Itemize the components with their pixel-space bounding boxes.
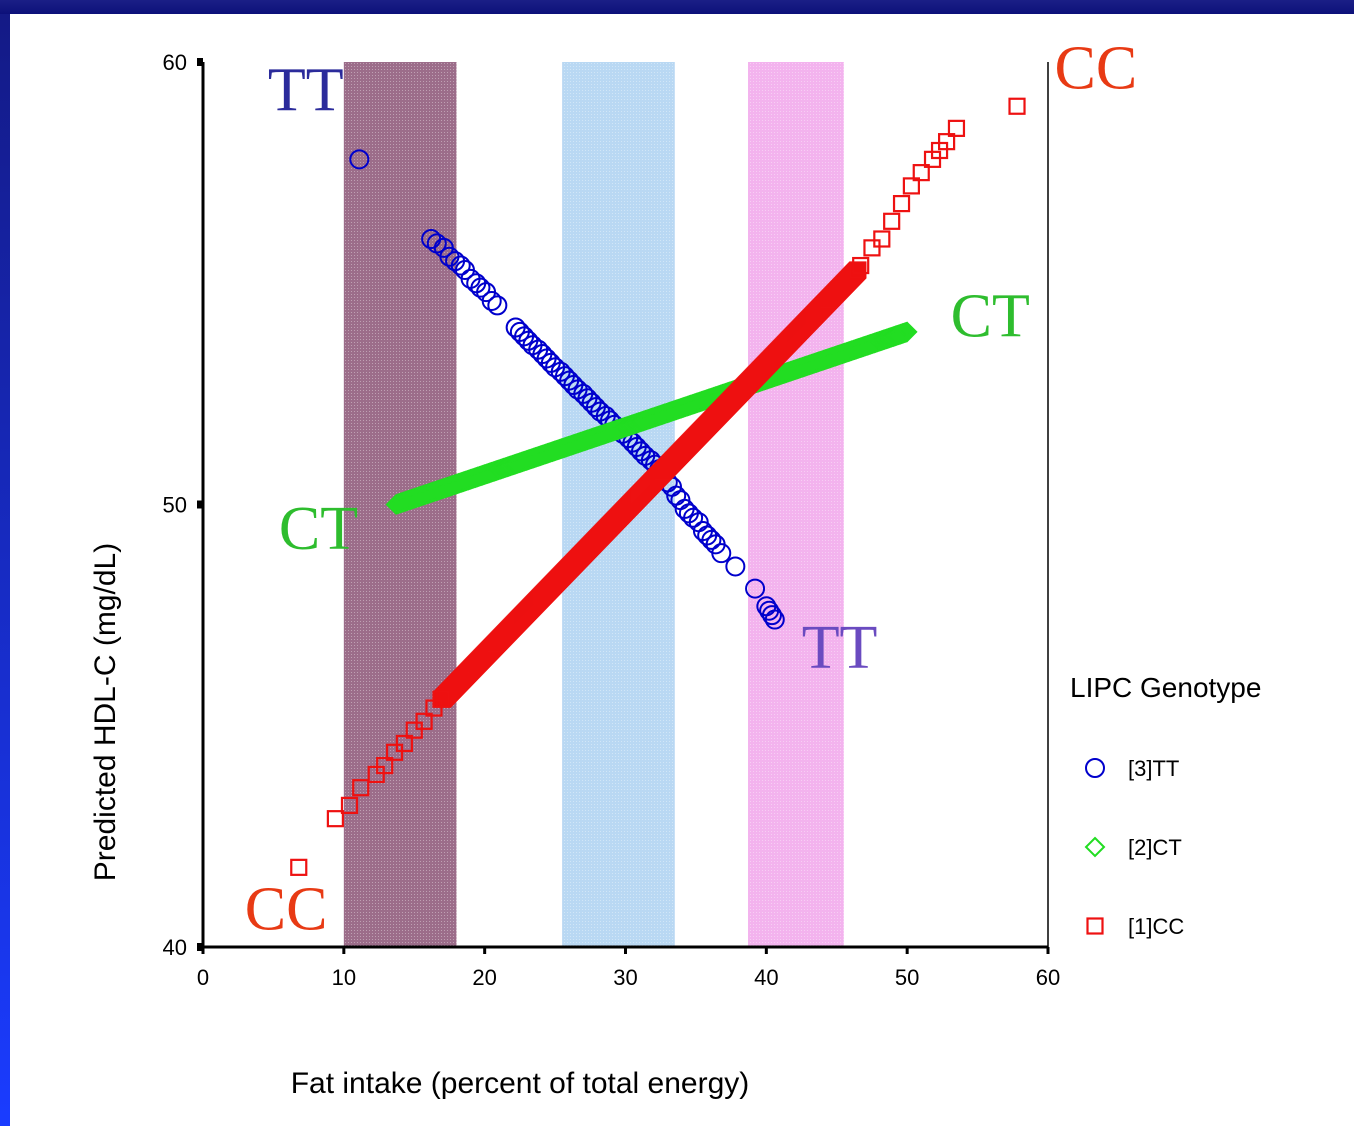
x-tick-label: 40 <box>754 965 778 990</box>
data-point <box>711 543 732 564</box>
data-point <box>487 295 508 316</box>
genotype-annotation: TT <box>802 614 878 682</box>
data-point <box>376 756 394 775</box>
y-axis-title: Predicted HDL-C (mg/dL) <box>89 543 122 881</box>
legend-entry-label: [3]TT <box>1128 756 1179 781</box>
axis-ticks: 0 10 20 30 40 50 60 40 50 60 <box>163 50 1061 990</box>
genotype-annotation: CC <box>245 875 328 943</box>
genotype-annotation: CT <box>279 495 358 563</box>
data-point <box>352 779 370 797</box>
legend: LIPC Genotype [3]TT [2]CT [1]CC <box>1070 672 1261 939</box>
genotype-annotation: CT <box>951 282 1030 350</box>
data-point <box>912 164 930 182</box>
data-point <box>349 149 370 170</box>
legend-marker-diamond <box>1084 836 1106 858</box>
data-point <box>1008 97 1026 115</box>
data-series <box>290 97 1026 876</box>
data-point <box>873 230 891 248</box>
y-tick-label: 40 <box>163 935 187 960</box>
data-point <box>852 256 870 275</box>
x-tick-label: 20 <box>472 965 496 990</box>
y-tick-label: 60 <box>163 50 187 75</box>
data-point <box>340 796 359 815</box>
data-point <box>701 529 722 550</box>
data-point <box>405 721 423 739</box>
y-tick-label: 50 <box>163 493 187 518</box>
data-point <box>761 605 782 626</box>
x-tick-label: 50 <box>895 965 919 990</box>
x-axis-title: Fat intake (percent of total energy) <box>291 1067 750 1100</box>
series-square <box>290 97 1026 876</box>
y-tick-mark <box>197 58 203 66</box>
data-point <box>883 212 901 230</box>
highlight-band-texture-3 <box>748 62 844 947</box>
data-point <box>863 239 881 257</box>
data-point <box>725 556 746 577</box>
data-point <box>937 133 956 151</box>
data-point <box>395 734 413 753</box>
data-point <box>326 810 344 828</box>
data-point <box>290 858 308 876</box>
x-tick-label: 0 <box>197 965 209 990</box>
genotype-annotation: CC <box>1055 35 1138 103</box>
data-point <box>450 255 471 276</box>
legend-entry-label: [1]CC <box>1128 914 1184 939</box>
data-point <box>432 690 450 708</box>
slide-frame-left <box>0 14 10 1126</box>
data-point <box>470 277 491 298</box>
data-point <box>902 177 920 195</box>
legend-marker-square <box>1086 917 1104 935</box>
data-point <box>683 507 704 528</box>
slide-frame-top <box>0 0 1354 14</box>
x-tick-label: 30 <box>613 965 637 990</box>
y-tick-mark <box>197 500 203 509</box>
genotype-annotation: TT <box>268 57 344 125</box>
y-tick-mark <box>197 943 203 951</box>
data-point <box>415 712 433 730</box>
data-point <box>385 743 404 761</box>
data-point <box>849 261 867 279</box>
x-tick-label: 60 <box>1036 965 1060 990</box>
data-point <box>892 195 911 213</box>
legend-title: LIPC Genotype <box>1070 672 1261 703</box>
data-point <box>764 609 785 630</box>
legend-entry-label: [2]CT <box>1128 835 1182 860</box>
genotype-annotations: TT CC CT CT TT CC <box>245 35 1138 944</box>
x-tick-label: 10 <box>332 965 356 990</box>
data-point <box>947 119 966 137</box>
legend-marker-circle <box>1085 758 1105 778</box>
slide-canvas <box>10 14 1354 1126</box>
data-point <box>481 290 502 311</box>
data-point <box>745 578 766 599</box>
series-diamond <box>385 321 918 515</box>
data-point <box>896 321 918 343</box>
